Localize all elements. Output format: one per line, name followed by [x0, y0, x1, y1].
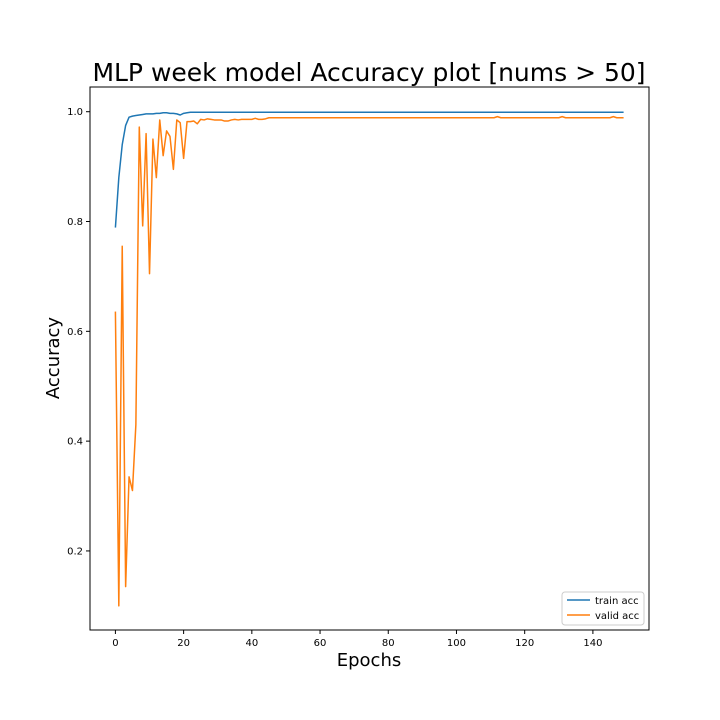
plot-frame	[89, 86, 650, 631]
x-tick-label: 100	[447, 638, 466, 649]
legend-label-valid: valid acc	[595, 611, 639, 622]
y-axis: 0.2 0.4 0.6 0.8 1.0	[67, 107, 90, 557]
x-tick-label: 140	[583, 638, 602, 649]
y-tick-label: 0.2	[67, 546, 83, 557]
legend: train acc valid acc	[561, 591, 645, 626]
y-tick-label: 1.0	[67, 107, 83, 118]
y-tick-label: 0.4	[67, 437, 83, 448]
x-tick-label: 40	[245, 638, 258, 649]
x-tick-label: 120	[515, 638, 534, 649]
x-tick-label: 60	[314, 638, 327, 649]
y-axis-label: Accuracy	[43, 317, 64, 400]
x-axis-label: Epochs	[337, 650, 402, 671]
x-tick-label: 0	[112, 638, 118, 649]
x-axis: 0 20 40 60 80 100 120 140	[112, 630, 602, 649]
series-line-valid	[114, 115, 624, 607]
series-line-train	[114, 111, 624, 228]
y-tick-label: 0.8	[67, 217, 83, 228]
series-lines	[114, 111, 624, 607]
x-tick-label: 80	[382, 638, 395, 649]
y-tick-label: 0.6	[67, 327, 83, 338]
x-tick-label: 20	[177, 638, 190, 649]
chart-title: MLP week model Accuracy plot [nums > 50]	[92, 58, 645, 87]
legend-label-train: train acc	[595, 596, 639, 607]
